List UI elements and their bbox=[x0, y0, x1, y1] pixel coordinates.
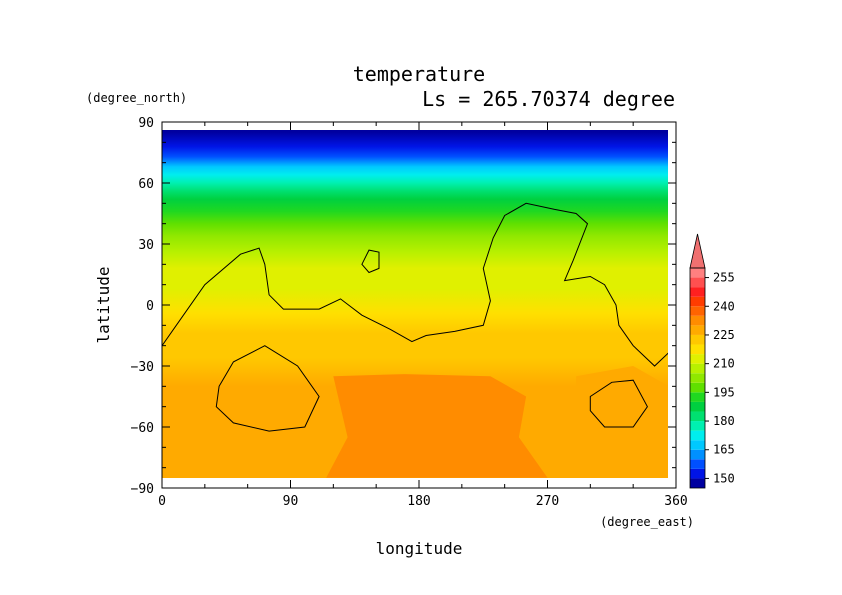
contour-elysium-blob bbox=[361, 249, 380, 274]
plot-area: 0 90 180 270 360 90 60 30 0 −30 −60 −90 bbox=[131, 116, 688, 509]
y-axis-label: latitude bbox=[94, 266, 113, 343]
contour-continent-line bbox=[162, 202, 668, 367]
y-axis-ticks: 90 60 30 0 −30 −60 −90 bbox=[131, 116, 676, 497]
colorbar-swatch bbox=[690, 268, 705, 278]
contour-hellas-ring bbox=[215, 345, 320, 432]
colorbar-label: 180 bbox=[713, 414, 735, 428]
colorbar-swatch bbox=[690, 401, 705, 412]
colorbar-swatch bbox=[690, 468, 705, 479]
warm-regions bbox=[326, 366, 668, 478]
colorbar-label: 150 bbox=[713, 471, 735, 485]
y-tick-label: −30 bbox=[131, 360, 154, 375]
x-axis-label: longitude bbox=[376, 539, 463, 558]
y-tick-label: −90 bbox=[131, 482, 154, 497]
x-units-label: (degree_east) bbox=[600, 515, 694, 529]
colorbar-swatch bbox=[690, 334, 705, 345]
colorbar-swatch bbox=[690, 315, 705, 326]
colorbar-swatch bbox=[690, 411, 705, 422]
colorbar-frame bbox=[689, 267, 706, 489]
colorbar-swatch bbox=[690, 306, 705, 316]
colorbar-swatch bbox=[690, 277, 705, 288]
x-axis-ticks: 0 90 180 270 360 bbox=[158, 122, 688, 509]
colorbar-swatch bbox=[690, 440, 705, 450]
colorbar-swatch bbox=[690, 287, 705, 297]
topography-contours bbox=[162, 202, 668, 432]
chart-subtitle: Ls = 265.70374 degree bbox=[422, 87, 675, 111]
colorbar-swatch bbox=[690, 430, 705, 441]
colorbar-swatch bbox=[690, 373, 705, 383]
chart-title: temperature bbox=[353, 62, 485, 86]
colorbar-label: 195 bbox=[713, 385, 735, 399]
colorbar-label: 210 bbox=[713, 357, 735, 371]
colorbar-swatch bbox=[690, 363, 705, 374]
colorbar-swatch bbox=[690, 459, 705, 469]
region-warm-east-tongue bbox=[576, 366, 668, 427]
contour-argyre-ring bbox=[589, 379, 648, 428]
colorbar-swatch bbox=[690, 344, 705, 355]
y-tick-label: 30 bbox=[138, 238, 154, 253]
region-warm-core bbox=[326, 374, 548, 478]
colorbar-swatch bbox=[690, 421, 705, 431]
y-tick-label: 60 bbox=[138, 177, 154, 192]
x-tick-label: 180 bbox=[407, 494, 430, 509]
colorbar-swatch bbox=[690, 296, 705, 307]
colorbar-swatch bbox=[690, 325, 705, 335]
y-tick-label: 0 bbox=[146, 299, 154, 314]
colorbar-swatch bbox=[690, 449, 705, 460]
colorbar-label: 240 bbox=[713, 299, 735, 313]
colorbar-swatch bbox=[690, 478, 705, 488]
colorbar-swatch bbox=[690, 354, 705, 364]
y-tick-label: 90 bbox=[138, 116, 154, 131]
colorbar-swatch bbox=[690, 392, 705, 402]
colorbar-label: 255 bbox=[713, 271, 735, 285]
colorbar-label: 165 bbox=[713, 443, 735, 457]
y-units-label: (degree_north) bbox=[86, 91, 187, 105]
x-tick-label: 360 bbox=[664, 494, 687, 509]
x-tick-label: 0 bbox=[158, 494, 166, 509]
colorbar-extend-arrow bbox=[689, 233, 706, 269]
colorbar: 255 240 225 210 195 180 165 150 bbox=[689, 233, 735, 489]
x-tick-label: 270 bbox=[536, 494, 559, 509]
colorbar-swatch bbox=[690, 382, 705, 393]
x-tick-label: 90 bbox=[283, 494, 299, 509]
y-tick-label: −60 bbox=[131, 421, 154, 436]
colorbar-label: 225 bbox=[713, 328, 735, 342]
